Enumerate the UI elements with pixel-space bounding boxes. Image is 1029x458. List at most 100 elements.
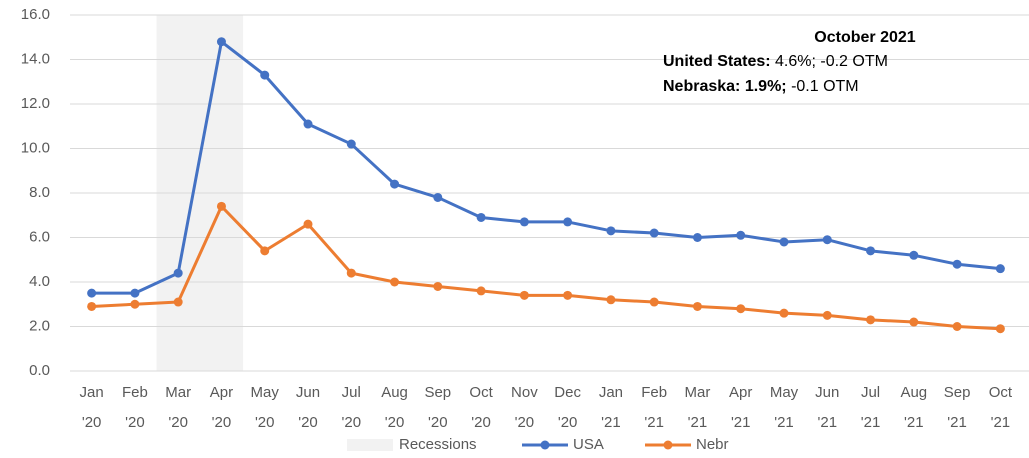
x-tick-label: '21 (644, 414, 664, 431)
x-tick-label: '21 (904, 414, 924, 431)
x-tick-label: '21 (731, 414, 751, 431)
annotation-title: October 2021 (814, 29, 915, 46)
x-tick-label: '20 (385, 414, 405, 431)
x-tick-label: '20 (428, 414, 448, 431)
point (433, 192, 443, 202)
y-tick-label: 0.0 (29, 362, 50, 379)
y-tick-label: 16.0 (21, 6, 50, 23)
point (303, 219, 313, 229)
y-tick-label: 8.0 (29, 184, 50, 201)
point (692, 301, 702, 311)
legend-label: Nebr (696, 436, 729, 453)
x-tick-label: '20 (82, 414, 102, 431)
annotation-line: Nebraska: 1.9%; -0.1 OTM (663, 78, 859, 95)
point (606, 295, 616, 305)
point (952, 259, 962, 269)
series-line (91, 204, 1001, 331)
point (433, 281, 443, 291)
x-tick-label: Sep (424, 384, 451, 401)
point (260, 246, 270, 256)
annotation-text: -0.1 OTM (787, 78, 859, 95)
point (779, 308, 789, 318)
point (519, 217, 529, 227)
x-tick-label: Jul (342, 384, 361, 401)
legend-label: USA (573, 436, 604, 453)
annotation-bold: United States: (663, 53, 771, 70)
point (606, 226, 616, 236)
legend-swatch (347, 439, 393, 451)
x-tick-label: Mar (685, 384, 711, 401)
y-tick-label: 12.0 (21, 95, 50, 112)
y-tick-label: 2.0 (29, 317, 50, 334)
point (779, 237, 789, 247)
point (346, 268, 356, 278)
point (866, 246, 876, 256)
series-line (91, 40, 1001, 295)
annotation-line: United States: 4.6%; -0.2 OTM (663, 53, 888, 70)
x-tick-label: '20 (558, 414, 578, 431)
x-tick-label: '21 (688, 414, 708, 431)
x-tick-label: Jan (599, 384, 623, 401)
point (563, 290, 573, 300)
point (909, 317, 919, 327)
annotation-bold: Nebraska: 1.9%; (663, 78, 787, 95)
point (822, 310, 832, 320)
x-tick-label: '20 (168, 414, 188, 431)
x-tick-label: '20 (255, 414, 275, 431)
x-tick-label: Oct (989, 384, 1013, 401)
x-tick-label: '21 (861, 414, 881, 431)
x-tick-label: '21 (991, 414, 1011, 431)
point (692, 233, 702, 242)
x-tick-label: '20 (212, 414, 232, 431)
plot: 0.0 2.0 4.0 6.0 8.0 10.0 12.0 14.0 16.0 Jan '20 Feb… (21, 6, 1029, 453)
point (563, 217, 573, 227)
x-tick-label: Jan (80, 384, 104, 401)
point (173, 268, 183, 278)
x-tick-label: Sep (944, 384, 971, 401)
x-tick-label: Apr (729, 384, 752, 401)
x-tick-label: Aug (900, 384, 927, 401)
point (952, 322, 962, 331)
point (866, 315, 876, 325)
x-tick-label: '20 (298, 414, 318, 431)
y-tick-label: 10.0 (21, 139, 50, 156)
point (519, 290, 529, 300)
x-tick-label: Feb (641, 384, 667, 401)
legend-marker (663, 440, 673, 450)
x-tick-label: '21 (774, 414, 794, 431)
point (995, 264, 1005, 274)
x-tick-label: Oct (469, 384, 493, 401)
point (822, 235, 832, 245)
x-tick-label: Feb (122, 384, 148, 401)
point (390, 179, 400, 189)
y-tick-label: 14.0 (21, 50, 50, 67)
x-tick-label: Mar (165, 384, 191, 401)
point (736, 230, 746, 240)
x-tick-label: Nov (511, 384, 538, 401)
x-tick-label: '20 (341, 414, 361, 431)
point (87, 288, 97, 298)
x-tick-label: '21 (601, 414, 621, 431)
point (260, 70, 270, 80)
point (130, 288, 140, 298)
x-tick-label: '20 (125, 414, 145, 431)
point (909, 250, 919, 260)
x-tick-label: Jul (861, 384, 880, 401)
point (130, 299, 140, 309)
x-tick-label: '21 (947, 414, 967, 431)
x-tick-label: '21 (817, 414, 837, 431)
x-tick-label: Aug (381, 384, 408, 401)
x-tick-label: Dec (554, 384, 581, 401)
point (216, 201, 226, 211)
point (87, 301, 97, 311)
point (995, 324, 1005, 334)
annotation-text: 4.6%; -0.2 OTM (771, 53, 888, 70)
point (173, 297, 183, 307)
x-tick-label: May (770, 384, 799, 401)
x-tick-label: Jun (296, 384, 320, 401)
point (216, 37, 226, 47)
x-tick-label: Jun (815, 384, 839, 401)
point (649, 228, 659, 238)
x-tick-label: Apr (210, 384, 233, 401)
point (736, 304, 746, 314)
